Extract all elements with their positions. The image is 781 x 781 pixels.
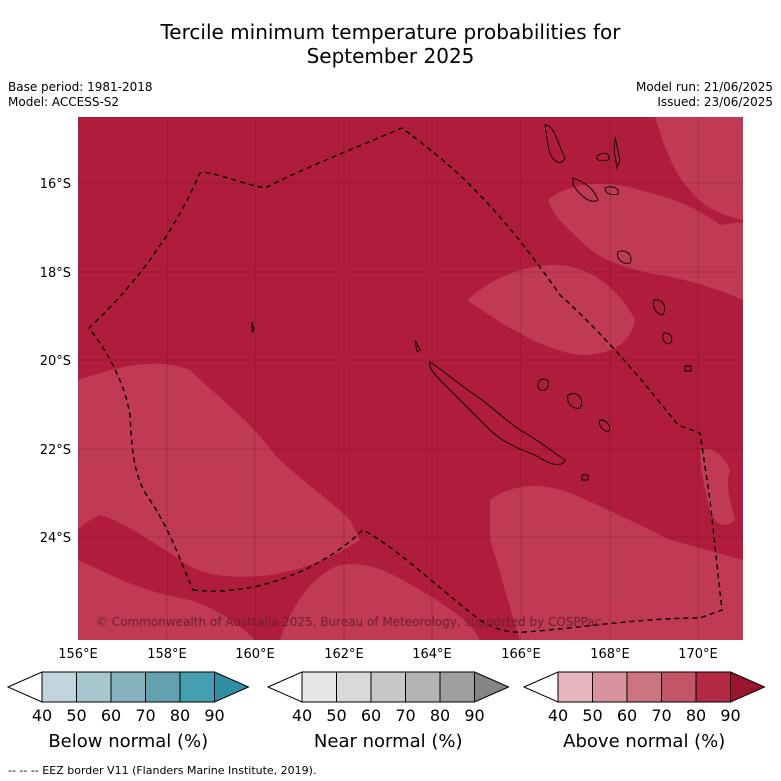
colorbar-low-extend	[6, 671, 43, 703]
colorbar-title: Below normal (%)	[48, 731, 208, 752]
latitude-labels: 16°S 18°S 20°S 22°S 24°S	[40, 177, 71, 546]
colorbar-tick: 80	[686, 706, 706, 725]
colorbar-tick: 70	[135, 706, 155, 725]
model-run: Model run: 21/06/2025	[635, 80, 773, 94]
lat-label: 22°S	[40, 443, 71, 458]
colorbar-tick: 60	[361, 706, 381, 725]
meta-right: Model run: 21/06/2025 Issued: 23/06/2025	[636, 80, 773, 110]
colorbar-segment	[179, 671, 215, 703]
title-line-1: Tercile minimum temperature probabilitie…	[160, 20, 621, 44]
colorbar-tick: 40	[548, 706, 568, 725]
colorbar-segment	[145, 671, 181, 703]
lat-label: 16°S	[40, 177, 71, 192]
colorbar-high-extend	[730, 671, 766, 703]
graticule	[78, 117, 743, 640]
colorbar-segment	[336, 671, 372, 703]
colorbar-tick: 90	[464, 706, 484, 725]
map-title: Tercile minimum temperature probabilitie…	[0, 20, 781, 68]
colorbar-tick: 70	[651, 706, 671, 725]
coastlines	[251, 124, 692, 481]
colorbar: 40 50 60 70 80 90 Below normal (%)	[6, 671, 250, 752]
colorbar-segment	[695, 671, 731, 703]
issued-date: Issued: 23/06/2025	[657, 95, 773, 109]
lon-label: 160°E	[235, 647, 275, 662]
model-name: Model: ACCESS-S2	[8, 95, 120, 109]
colorbar-segment	[592, 671, 628, 703]
colorbar-tick: 40	[292, 706, 312, 725]
colorbar-segment	[626, 671, 662, 703]
colorbar-tick: 70	[395, 706, 415, 725]
colorbar-tick: 50	[582, 706, 602, 725]
colorbar-title: Near normal (%)	[314, 731, 463, 752]
colorbar-high-extend	[214, 671, 250, 703]
probability-70-patches	[78, 117, 743, 640]
lon-label: 170°E	[678, 647, 718, 662]
lon-label: 158°E	[147, 647, 187, 662]
colorbar-segment	[370, 671, 406, 703]
colorbar-segment	[661, 671, 697, 703]
colorbar-tick: 60	[617, 706, 637, 725]
colorbar-segment	[439, 671, 475, 703]
colorbars: 40 50 60 70 80 90 Below normal (%) 40 50 60 70 80 90…	[6, 671, 766, 752]
colorbar-segment	[301, 671, 337, 703]
colorbar-tick: 90	[720, 706, 740, 725]
lon-label: 168°E	[590, 647, 630, 662]
colorbar: 40 50 60 70 80 90 Above normal (%)	[522, 671, 766, 752]
lon-label: 162°E	[324, 647, 364, 662]
colorbar-tick: 40	[32, 706, 52, 725]
lat-label: 20°S	[40, 354, 71, 369]
colorbar-tick: 50	[66, 706, 86, 725]
base-period: Base period: 1981-2018	[8, 80, 153, 94]
colorbar-tick: 90	[204, 706, 224, 725]
colorbar-tick: 80	[170, 706, 190, 725]
title-line-2: September 2025	[306, 44, 475, 68]
lon-label: 156°E	[58, 647, 98, 662]
lat-label: 24°S	[40, 531, 71, 546]
longitude-labels: 156°E 158°E 160°E 162°E 164°E 166°E 168°E 170°E	[58, 647, 718, 662]
eez-border	[88, 127, 723, 633]
colorbar-high-extend	[474, 671, 510, 703]
eez-footnote: -- -- -- EEZ border V11 (Flanders Marine…	[8, 764, 317, 777]
colorbar-tick: 80	[430, 706, 450, 725]
colorbar-segment	[557, 671, 593, 703]
colorbar-tick: 60	[101, 706, 121, 725]
colorbar-segment	[110, 671, 146, 703]
colorbar-segment	[405, 671, 441, 703]
meta-left: Base period: 1981-2018 Model: ACCESS-S2	[8, 80, 153, 110]
lon-label: 166°E	[501, 647, 541, 662]
colorbar-title: Above normal (%)	[563, 731, 725, 752]
colorbar-tick: 50	[326, 706, 346, 725]
copyright-text: © Commonwealth of Australia 2025, Bureau…	[96, 615, 601, 629]
colorbar-low-extend	[522, 671, 559, 703]
lon-label: 164°E	[412, 647, 452, 662]
colorbar-segment	[41, 671, 77, 703]
colorbar-segment	[76, 671, 112, 703]
lat-label: 18°S	[40, 266, 71, 281]
colorbar-low-extend	[266, 671, 303, 703]
